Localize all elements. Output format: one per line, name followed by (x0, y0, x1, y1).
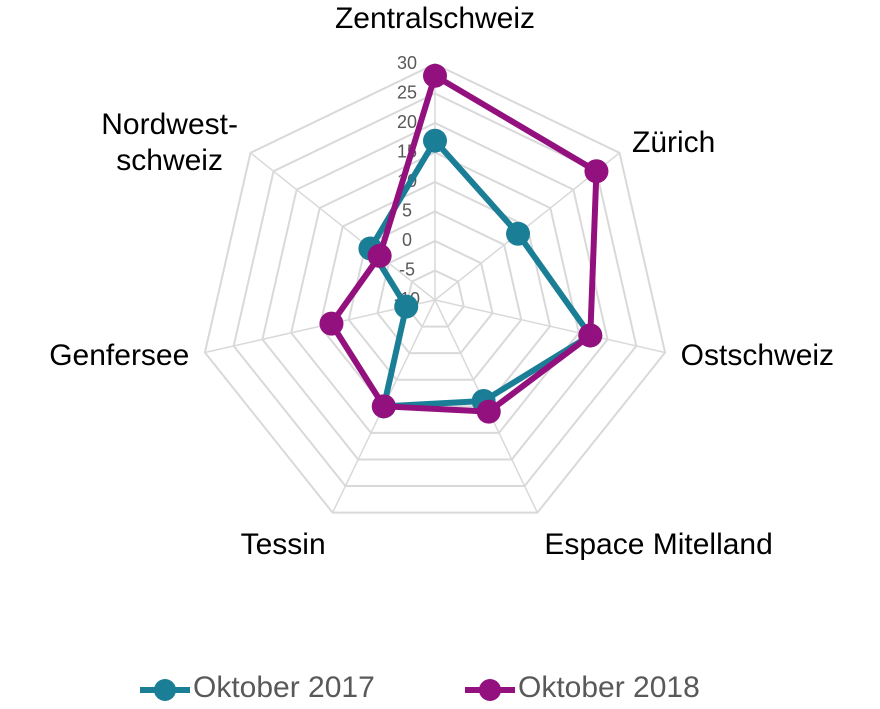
category-label: Genfersee (49, 339, 190, 373)
category-label: Tessin (240, 528, 326, 562)
category-label: Ostschweiz (680, 339, 835, 373)
grid-ring (261, 121, 609, 461)
y-tick-label: -5 (399, 259, 415, 279)
y-tick-label: 5 (402, 200, 412, 220)
category-label: Nordwest- schweiz (101, 107, 238, 177)
legend-marker (479, 679, 501, 701)
series-line (328, 72, 600, 415)
grid-ring (203, 62, 667, 514)
y-tick-label: 0 (402, 230, 412, 250)
grid-ring (290, 151, 580, 434)
y-tick-label: 20 (397, 112, 417, 132)
axis-spoke (250, 152, 436, 301)
legend-label: Oktober 2018 (518, 671, 700, 704)
data-point (367, 243, 392, 268)
data-point (423, 63, 447, 88)
axis-spoke (434, 299, 666, 354)
y-tick-label: 25 (397, 82, 417, 102)
legend-marker (154, 679, 176, 701)
data-point (506, 221, 531, 246)
data-point (423, 128, 447, 153)
data-point (578, 323, 603, 348)
data-point (371, 394, 396, 419)
y-tick-label: 30 (397, 53, 417, 73)
grid-ring (405, 269, 465, 328)
category-label: Espace Mitelland (544, 528, 773, 562)
grid-ring (232, 92, 638, 488)
data-point (394, 294, 419, 319)
series (319, 63, 609, 424)
data-point (476, 399, 501, 424)
legend-label: Oktober 2017 (193, 671, 375, 704)
data-point (319, 311, 344, 336)
category-label: Zürich (632, 125, 716, 159)
category-label: Zentralschweiz (334, 2, 536, 36)
data-point (584, 159, 609, 184)
